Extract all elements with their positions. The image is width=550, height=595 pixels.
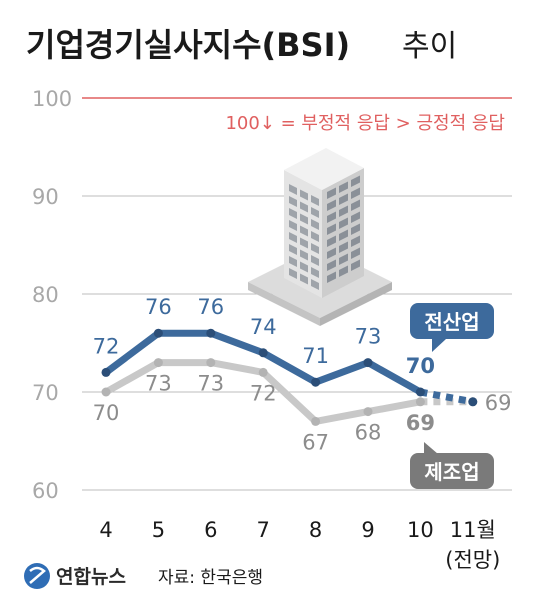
y-tick-label: 70 [32,381,59,405]
all-industry-value-label: 76 [145,295,172,319]
x-tick-label: 10 [407,518,434,542]
all-industry-point [101,367,111,377]
all-industry-point [415,387,425,397]
x-axis: 4 5 6 7 8 9 10 11월 (전망) [99,518,500,572]
series-lines [101,328,478,426]
legend-label-manufacturing: 제조업 [424,460,479,484]
manufacturing-point [415,397,425,407]
x-tick-label: 9 [361,518,374,542]
all-industry-point [258,348,268,358]
all-industry-point [363,358,373,368]
manufacturing-point [363,407,373,417]
all-industry-value-label: 69 [485,391,512,415]
manufacturing-value-label: 73 [197,372,224,396]
y-tick-label: 80 [32,283,59,307]
manufacturing-point [101,387,111,397]
logo-text: 연합뉴스 [56,566,126,588]
chart-title: 기업경기실사지수(BSI) [26,26,350,64]
x-tick-label: 6 [204,518,217,542]
source-text: 자료: 한국은행 [158,568,263,588]
legend-badge-all-industry: 전산업 [410,303,494,352]
manufacturing-point [258,367,268,377]
x-tick-sublabel: (전망) [445,548,500,572]
legend-badge-manufacturing: 제조업 [410,442,494,489]
manufacturing-value-label: 73 [145,372,172,396]
all-industry-point [468,397,478,407]
x-tick-label: 4 [99,518,112,542]
x-tick-label: 5 [152,518,165,542]
y-tick-label: 100 [32,87,72,111]
x-tick-label: 11월 [450,518,496,542]
all-industry-value-label: 72 [93,334,120,358]
manufacturing-value-label: 72 [250,381,277,405]
x-tick-label: 8 [309,518,322,542]
chart-title-suffix: 추이 [402,29,457,64]
manufacturing-value-label: 67 [302,430,329,454]
all-industry-value-label: 70 [406,354,435,378]
x-tick-label: 7 [257,518,270,542]
y-tick-label: 90 [32,185,59,209]
reference-note: 100↓ = 부정적 응답 > 긍정적 응답 [225,113,505,134]
manufacturing-value-label: 68 [355,421,382,445]
all-industry-value-label: 71 [302,344,329,368]
manufacturing-point [206,358,216,368]
data-labels: 70 73 73 72 67 68 69 72 76 76 74 71 73 70 69 [93,295,512,454]
all-industry-forecast-line [419,388,474,406]
yonhap-logo: 연합뉴스 [24,563,126,589]
all-industry-point [206,328,216,338]
manufacturing-value-label: 70 [93,401,120,425]
all-industry-point [153,328,163,338]
y-tick-label: 60 [32,479,59,503]
manufacturing-point [153,358,163,368]
all-industry-value-label: 76 [197,295,224,319]
all-industry-value-label: 74 [250,315,277,339]
building-icon [248,148,392,326]
manufacturing-point [311,416,321,426]
legend-label-all-industry: 전산업 [424,310,479,334]
all-industry-value-label: 73 [355,325,382,349]
all-industry-point [311,377,321,387]
manufacturing-value-label: 69 [406,411,435,435]
